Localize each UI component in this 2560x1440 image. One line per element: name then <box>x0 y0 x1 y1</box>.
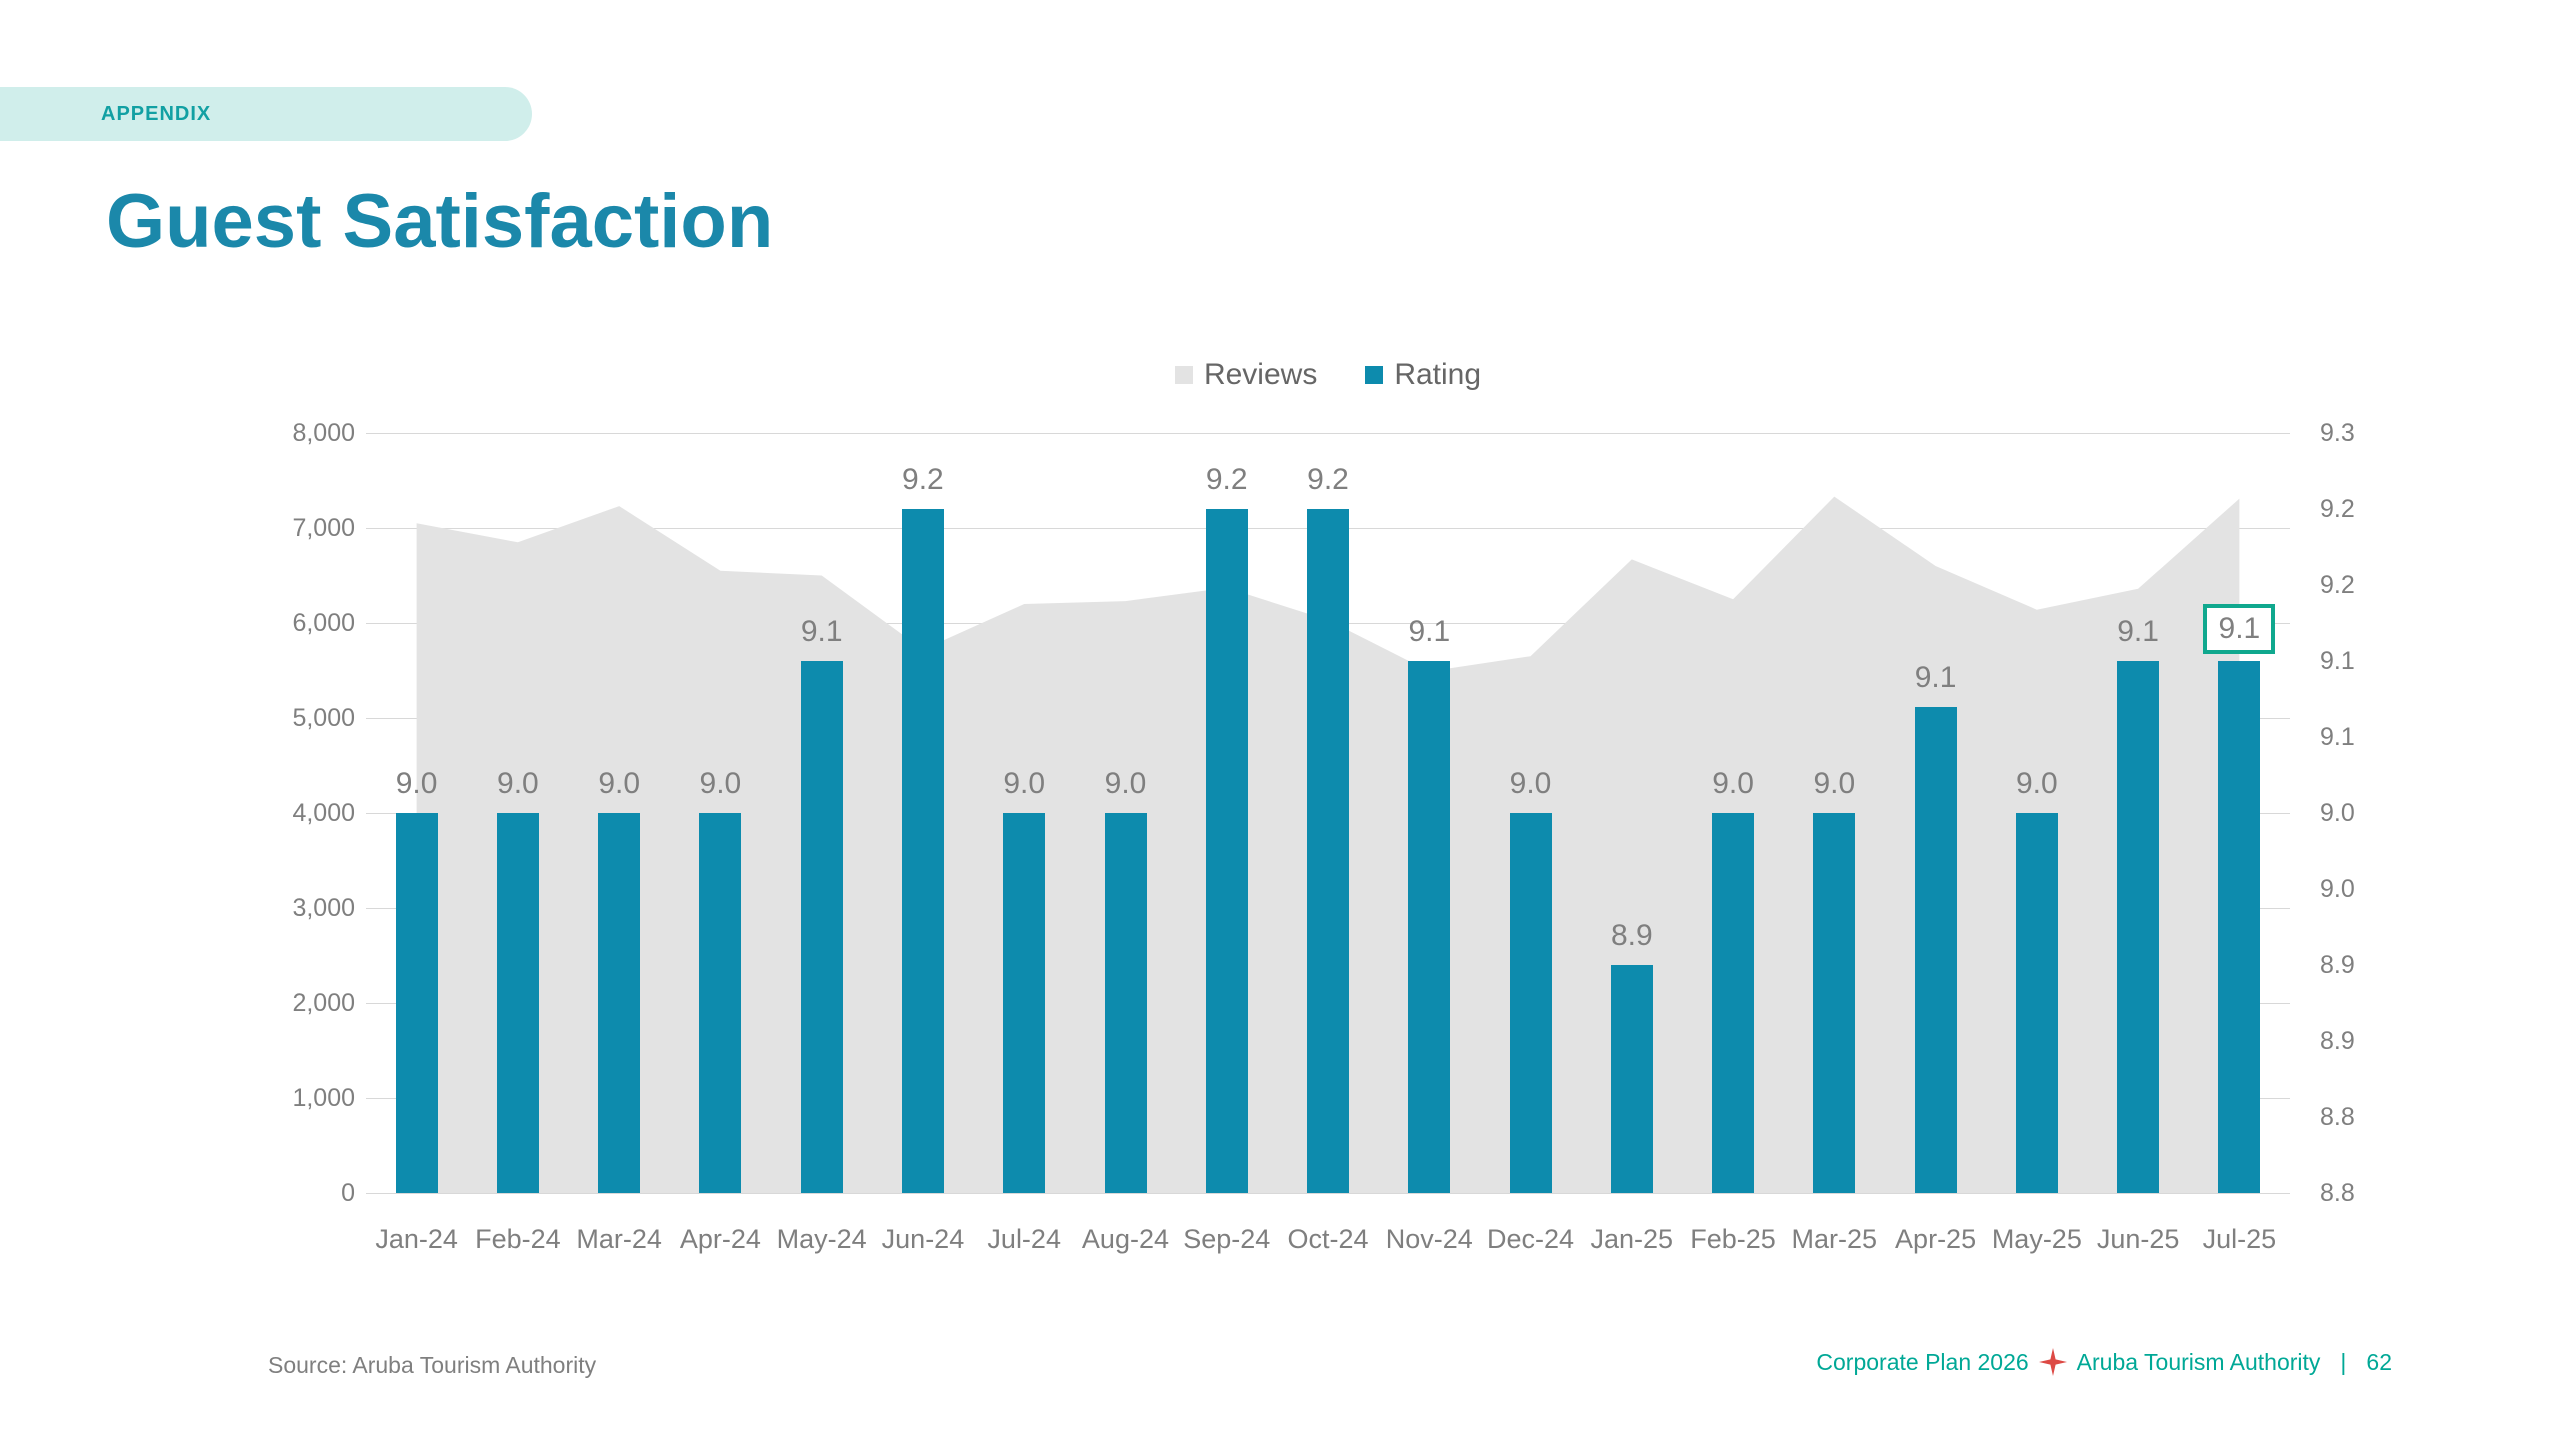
x-axis-tick: Jan-24 <box>375 1224 458 1254</box>
footer-plan: Corporate Plan 2026 <box>1816 1348 2029 1375</box>
x-axis-tick: Oct-24 <box>1287 1224 1369 1254</box>
plot-area: 9.0 9.0 9.0 9.0 9.1 9.2 9.0 9.0 9.2 9.2 9.1 9.0 8.9 9… <box>366 432 2290 1194</box>
x-axis-tick: Apr-25 <box>1895 1224 1977 1254</box>
rating-bar-label: 9.0 <box>1003 767 1046 800</box>
legend-label-reviews: Reviews <box>1203 358 1318 391</box>
rating-bar <box>2117 661 2160 1193</box>
chart-legend: Reviews Rating <box>366 358 2290 392</box>
gridline <box>366 1192 2290 1194</box>
rating-bar-label: 9.0 <box>699 767 742 800</box>
rating-bar-label: 8.9 <box>1610 919 1653 952</box>
y-axis-tick-right: 9.1 <box>2320 723 2355 751</box>
y-axis-tick-right: 8.8 <box>2320 1103 2355 1131</box>
rating-bar-label: 9.0 <box>1104 767 1147 800</box>
rating-bar-label: 9.2 <box>1307 463 1349 496</box>
reviews-swatch-icon <box>1174 366 1193 384</box>
y-axis-tick-left: 4,000 <box>292 799 355 827</box>
x-axis-tick: Dec-24 <box>1486 1224 1575 1254</box>
x-axis-tick: Jul-25 <box>2202 1224 2277 1254</box>
rating-swatch-icon <box>1365 366 1384 384</box>
x-axis-tick: Jun-25 <box>2096 1224 2180 1254</box>
rating-bar <box>2218 661 2261 1193</box>
rating-bar <box>699 813 742 1193</box>
y-axis-tick-left: 1,000 <box>292 1084 355 1112</box>
rating-bar <box>598 813 641 1193</box>
y-axis-tick-left: 6,000 <box>292 609 355 637</box>
y-axis-tick-right: 9.0 <box>2320 799 2355 827</box>
x-axis-tick: Sep-24 <box>1183 1224 1271 1254</box>
rating-bar <box>1307 509 1349 1193</box>
y-axis-tick-right: 9.2 <box>2320 495 2355 523</box>
y-axis-tick-right: 8.9 <box>2320 1027 2355 1055</box>
rating-bar-label: 9.0 <box>598 767 641 800</box>
rating-bar-label: 9.2 <box>902 463 944 496</box>
y-axis-tick-right: 9.3 <box>2320 419 2355 447</box>
rating-bar-label: 9.1 <box>2117 615 2159 648</box>
rating-bar <box>1003 813 1046 1193</box>
y-axis-tick-left: 5,000 <box>292 704 355 732</box>
footer-divider: | <box>2340 1348 2347 1375</box>
rating-bar <box>901 509 944 1193</box>
x-axis-tick: May-24 <box>776 1224 867 1254</box>
legend-label-rating: Rating <box>1394 358 1482 391</box>
rating-bars-layer: 9.0 9.0 9.0 9.0 9.1 9.2 9.0 9.0 9.2 9.2 9.1 9.0 8.9 9… <box>366 433 2290 1193</box>
rating-bar-label: 9.0 <box>395 767 438 800</box>
rating-bar <box>496 813 539 1193</box>
y-axis-tick-right: 8.8 <box>2320 1179 2355 1207</box>
rating-bar <box>395 813 438 1193</box>
rating-bar-label: 9.1 <box>1408 615 1451 648</box>
x-axis-tick: Mar-25 <box>1791 1224 1878 1254</box>
legend-item-reviews: Reviews <box>1174 358 1318 392</box>
x-axis-tick: Aug-24 <box>1081 1224 1169 1254</box>
y-axis-tick-left: 0 <box>341 1179 355 1207</box>
y-axis-tick-right: 9.0 <box>2320 875 2355 903</box>
rating-bar <box>2015 813 2058 1193</box>
x-axis-tick: Nov-24 <box>1385 1224 1473 1254</box>
footer: Corporate Plan 2026 Aruba Tourism Author… <box>1816 1348 2392 1376</box>
rating-bar <box>800 661 843 1193</box>
gridline <box>366 432 2290 434</box>
footer-org: Aruba Tourism Authority <box>2076 1348 2321 1375</box>
x-axis-tick: Jan-25 <box>1590 1224 1674 1254</box>
rating-bar-label: 9.2 <box>1205 463 1248 496</box>
legend-item-rating: Rating <box>1365 358 1481 392</box>
x-axis-tick: Feb-24 <box>475 1224 561 1254</box>
source-note: Source: Aruba Tourism Authority <box>268 1352 597 1378</box>
x-axis-tick: Apr-24 <box>679 1224 761 1254</box>
page-title: Guest Satisfaction <box>106 179 774 264</box>
star-icon <box>2038 1348 2067 1376</box>
y-axis-tick-right: 8.9 <box>2320 951 2355 979</box>
x-axis-tick: Jun-24 <box>881 1224 965 1254</box>
y-axis-tick-right: 9.1 <box>2320 647 2355 675</box>
x-axis-tick: Mar-24 <box>576 1224 662 1254</box>
rating-bar-label: 9.1 <box>800 615 843 648</box>
y-axis-tick-left: 7,000 <box>292 514 355 542</box>
rating-bar <box>1408 661 1451 1193</box>
y-axis-tick-right: 9.2 <box>2320 571 2355 599</box>
x-axis-tick: May-25 <box>1991 1224 2082 1254</box>
y-axis-tick-left: 8,000 <box>292 419 355 447</box>
y-axis-tick-left: 2,000 <box>292 989 355 1017</box>
footer-page-number: 62 <box>2366 1348 2392 1375</box>
rating-bar <box>1610 965 1653 1193</box>
x-axis-tick: Feb-25 <box>1690 1224 1776 1254</box>
x-axis-tick: Jul-24 <box>987 1224 1061 1254</box>
rating-bar <box>1509 813 1552 1193</box>
appendix-badge: APPENDIX <box>0 87 532 141</box>
rating-bar-label: 9.1 <box>1914 660 1957 694</box>
rating-bar-label: 9.0 <box>1813 767 1856 800</box>
y-axis-tick-left: 3,000 <box>292 894 355 922</box>
rating-bar <box>1813 813 1856 1193</box>
rating-bar-label: 9.0 <box>1509 767 1552 800</box>
appendix-label: APPENDIX <box>101 103 212 125</box>
rating-bar <box>1104 813 1147 1193</box>
rating-bar-label: 9.0 <box>2015 767 2058 800</box>
rating-bar-label: 9.0 <box>497 767 539 800</box>
rating-bar <box>1205 509 1248 1193</box>
rating-bar <box>1914 706 1957 1193</box>
highlighted-rating-label: 9.1 <box>2203 604 2276 654</box>
rating-bar <box>1712 813 1755 1193</box>
rating-bar-label: 9.0 <box>1712 767 1754 800</box>
